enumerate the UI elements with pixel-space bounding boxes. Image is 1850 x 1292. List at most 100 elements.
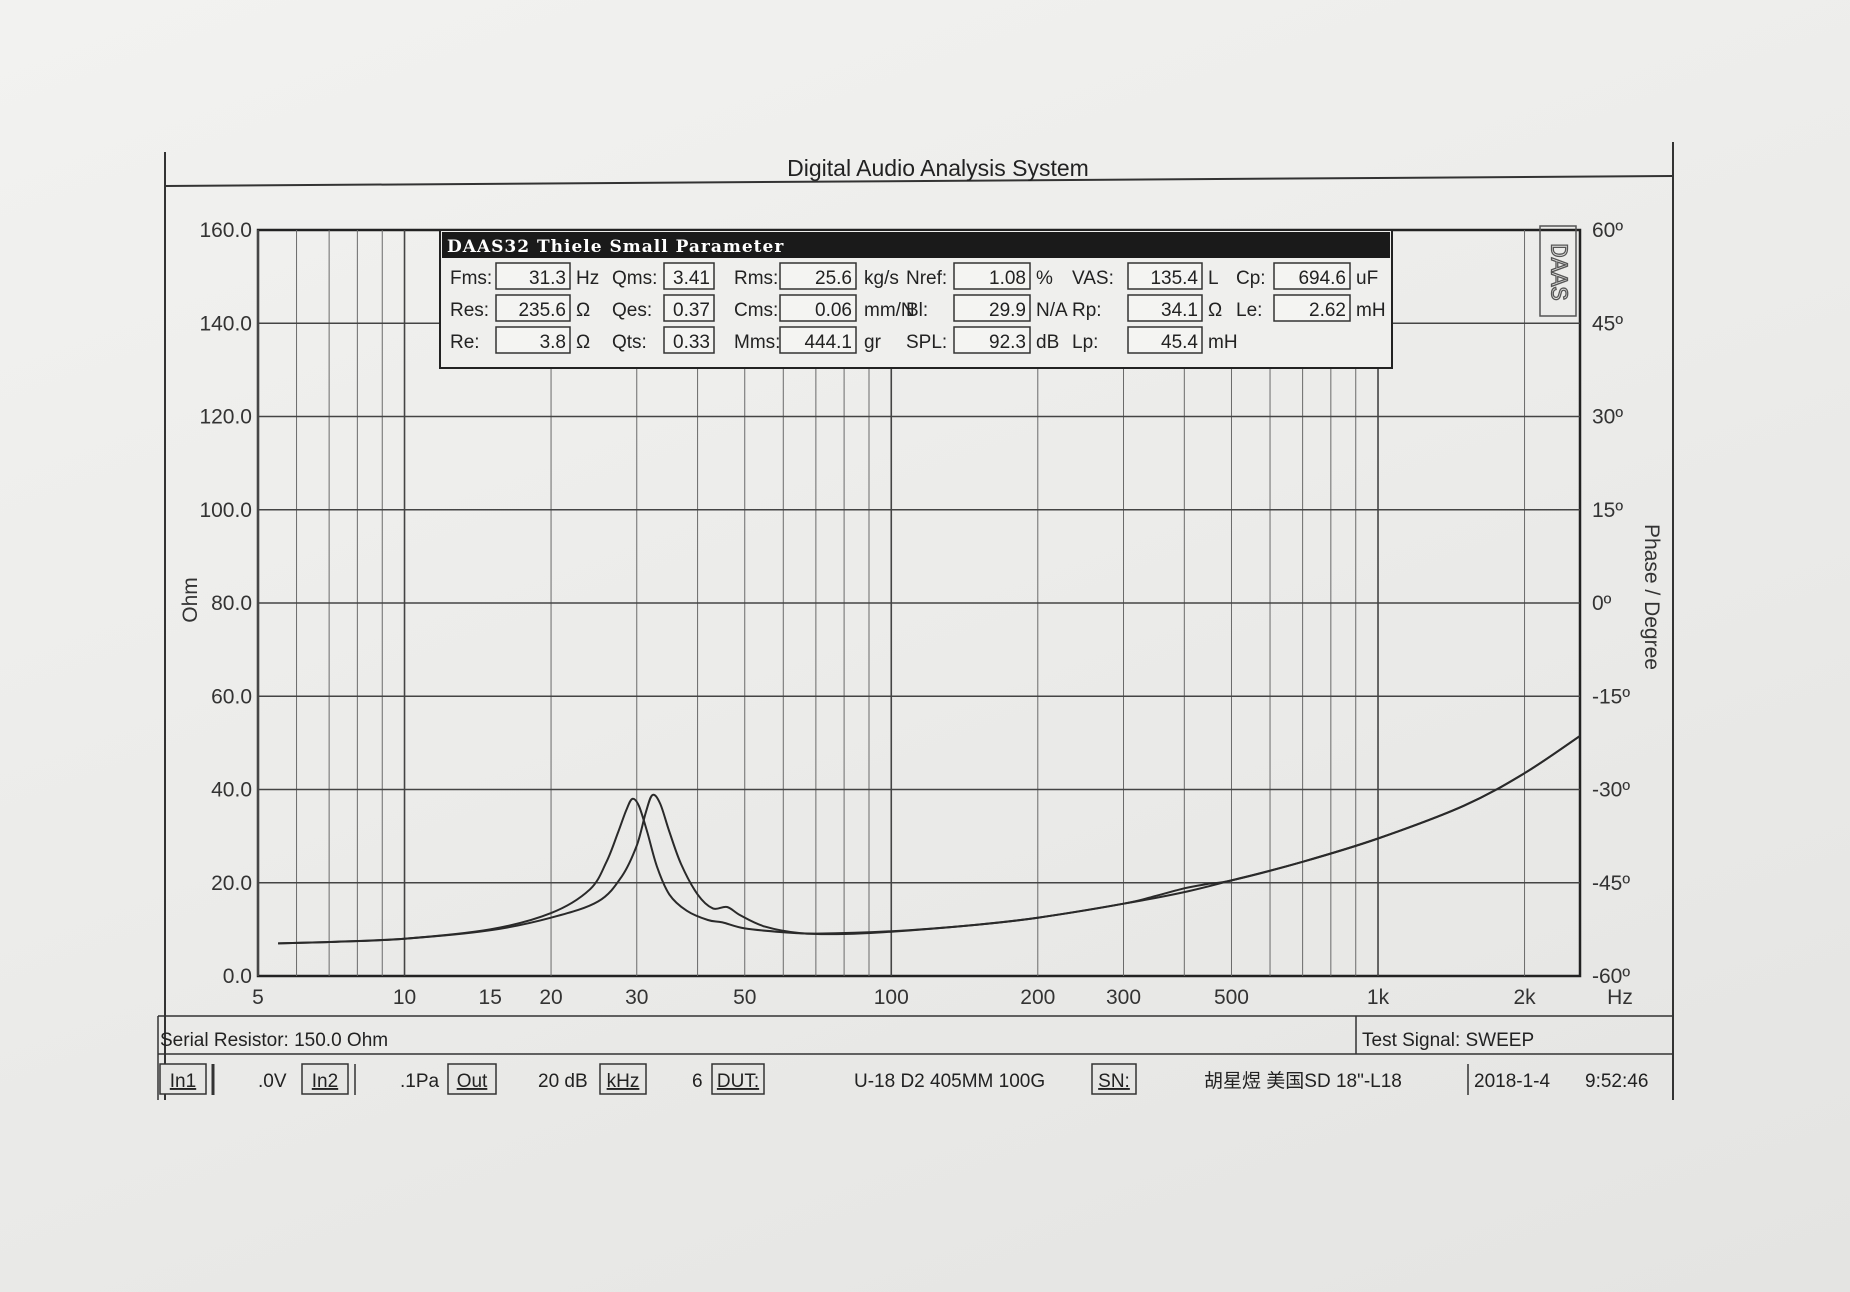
ts-param-label: Bl: [906,300,928,321]
test-time: 9:52:46 [1585,1071,1648,1092]
y-tick-label: 140.0 [199,312,252,335]
ts-param-unit: L [1208,268,1219,289]
x-tick-label: 5 [252,986,264,1009]
y-tick-label: 40.0 [211,779,252,802]
ts-param-value: 25.6 [815,268,852,289]
ts-value-box [1127,294,1203,322]
phase-tick-label: -60º [1592,965,1630,988]
ts-value-box [495,262,571,290]
ts-param-lp: Lp: 45.4 mH [1072,326,1238,354]
svg-text:DUT:: DUT: [717,1071,759,1092]
y-axis-title: Ohm [179,577,202,623]
ts-value-box [1127,326,1203,354]
ts-param-label: Fms: [450,268,492,289]
sn-button[interactable]: SN: [1091,1063,1137,1095]
ts-param-value: 1.08 [989,268,1026,289]
ts-value-box [953,294,1031,322]
thiele-small-panel: DAAS32 Thiele Small Parameter Fms: 31.3 Hz… [439,225,1577,369]
svg-text:kHz: kHz [607,1071,640,1092]
ts-param-rp: Rp: 34.1 Ω [1072,294,1222,322]
ts-param-label: Nref: [906,268,947,289]
ts-param-spl: SPL: 92.3 dB [906,326,1059,354]
dut-value: U-18 D2 405MM 100G [854,1071,1045,1092]
ts-param-label: Rms: [734,268,778,289]
ts-param-label: Qes: [612,300,652,321]
sn-value: 胡星煜 美国SD 18"-L18 [1204,1070,1402,1092]
phase-tick-label: 45º [1592,312,1623,335]
ts-param-le: Le: 2.62 mH [1236,294,1386,322]
x-tick-label: 1k [1367,986,1390,1009]
in1-value: .0V [258,1071,287,1092]
ts-param-bl: Bl: 29.9 N/A [906,294,1068,322]
ts-param-qes: Qes: 0.37 [612,294,715,322]
ts-param-label: Rp: [1072,300,1102,321]
x-tick-label: 500 [1214,986,1249,1009]
serial-resistor-label: Serial Resistor: 150.0 Ohm [160,1030,388,1051]
y-tick-label: 0.0 [223,965,252,988]
phase-tick-label: 15º [1592,499,1623,522]
ts-param-unit: Hz [576,268,599,289]
khz-button[interactable]: kHz [599,1063,647,1095]
y-tick-label: 100.0 [199,499,252,522]
ts-param-value: 34.1 [1161,300,1198,321]
svg-text:DAAS: DAAS [1544,243,1571,301]
phase-tick-label: -15º [1592,685,1630,708]
in2-button[interactable]: In2 [301,1063,349,1095]
ts-value-box [953,326,1031,354]
phase-tick-label: -45º [1592,872,1630,895]
ts-param-res: Res: 235.6 Ω [450,294,590,322]
x-axis-ticks: 5 10 15 20 30 50 100 200 300 500 1k 2k [252,986,1536,1009]
ts-param-label: Cms: [734,300,778,321]
ts-value-box [663,294,715,322]
svg-text:In1: In1 [170,1071,196,1092]
window-title: Digital Audio Analysis System [787,155,1089,181]
impedance-curve-1 [278,735,1581,945]
ts-param-rms: Rms: 25.6 kg/s [734,262,899,290]
svg-text:Out: Out [457,1071,488,1092]
phase-axis-ticks: -60º -45º -30º -15º 0º 15º 30º 45º 60º [1592,219,1630,988]
dut-button[interactable]: DUT: [711,1063,765,1095]
ts-param-unit: Ω [576,332,590,353]
ts-param-value: 31.3 [529,268,566,289]
ts-param-unit: mH [1356,300,1386,321]
ts-param-label: Lp: [1072,332,1098,353]
ts-param-label: Qms: [612,268,657,289]
ts-param-label: Res: [450,300,489,321]
ts-value-box [1273,262,1351,290]
y-tick-label: 160.0 [199,219,252,242]
out-button[interactable]: Out [447,1063,497,1095]
ts-value-box [953,262,1031,290]
ts-param-label: VAS: [1072,268,1114,289]
y-tick-label: 80.0 [211,592,252,615]
ts-param-qts: Qts: 0.33 [612,326,715,354]
y-axis-ticks: 0.0 20.0 40.0 60.0 80.0 100.0 120.0 140.0 160.0 [199,219,252,988]
ts-param-value: 0.37 [673,300,710,321]
khz-value: 6 [692,1071,703,1092]
ts-param-qms: Qms: 3.41 [612,262,715,290]
ts-param-unit: % [1036,268,1053,289]
y-tick-label: 60.0 [211,685,252,708]
ts-param-mms: Mms: 444.1 gr [734,326,882,354]
ts-panel-titlebar [442,232,1390,258]
x-tick-label: 200 [1020,986,1055,1009]
daas-logo: DAAS [1539,225,1577,317]
ts-param-value: 694.6 [1298,268,1346,289]
x-tick-label: 300 [1106,986,1141,1009]
ts-param-value: 235.6 [518,300,566,321]
x-tick-label: 20 [539,986,562,1009]
ts-param-value: 0.06 [815,300,852,321]
ts-param-value: 3.8 [540,332,566,353]
ts-value-box [495,326,571,354]
y-tick-label: 20.0 [211,872,252,895]
ts-param-value: 444.1 [804,332,852,353]
ts-value-box [779,262,857,290]
ts-param-unit: N/A [1036,300,1068,321]
ts-param-re: Re: 3.8 Ω [450,326,590,354]
x-tick-label: 10 [393,986,416,1009]
out-value: 20 dB [538,1071,588,1092]
x-tick-label: 15 [479,986,502,1009]
in1-button[interactable]: In1 [159,1063,207,1095]
ts-param-cms: Cms: 0.06 mm/N [734,294,915,322]
test-date: 2018-1-4 [1474,1071,1550,1092]
